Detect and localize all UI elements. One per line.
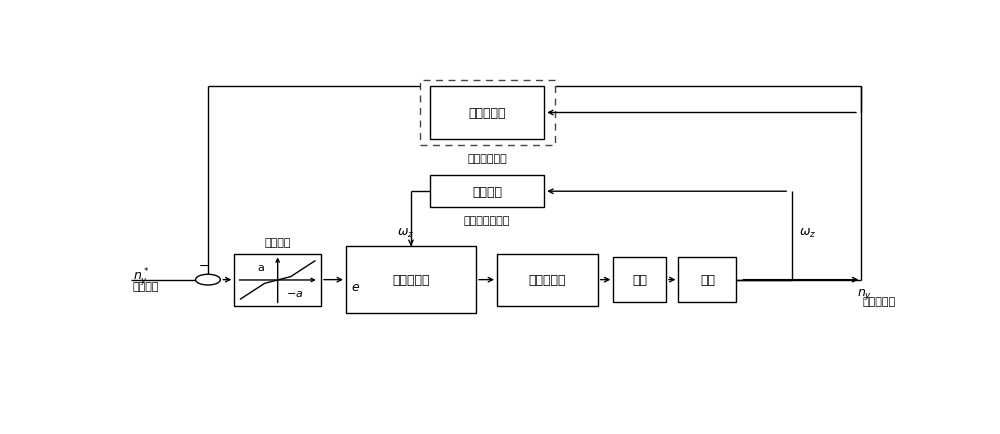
Text: 速率陀螺: 速率陀螺: [472, 185, 502, 198]
Bar: [497, 254, 598, 306]
Text: 线加速度计: 线加速度计: [468, 107, 506, 120]
Bar: [234, 254, 321, 307]
Text: $n_y$: $n_y$: [857, 286, 873, 301]
Bar: [430, 87, 544, 140]
Text: 舵机: 舵机: [632, 274, 647, 286]
Bar: [346, 247, 476, 313]
Circle shape: [196, 275, 220, 285]
Text: 前向饱和: 前向饱和: [264, 237, 291, 247]
Bar: [678, 258, 736, 303]
Text: 弹体系过载: 弹体系过载: [863, 297, 896, 307]
Text: $e$: $e$: [351, 280, 361, 293]
Bar: [420, 80, 555, 146]
Bar: [613, 258, 666, 303]
Bar: [430, 176, 544, 207]
Text: 角速度测量器件: 角速度测量器件: [464, 216, 510, 226]
Text: a: a: [257, 263, 264, 273]
Text: 过载指令: 过载指令: [133, 281, 159, 291]
Text: 弹体: 弹体: [700, 274, 715, 286]
Text: $\omega_z$: $\omega_z$: [397, 226, 414, 239]
Text: −: −: [199, 260, 209, 273]
Text: 控制律构造: 控制律构造: [529, 274, 566, 286]
Text: $\omega_z$: $\omega_z$: [799, 226, 816, 239]
Text: 滑模面构造: 滑模面构造: [392, 273, 430, 286]
Text: $n_y^*$: $n_y^*$: [133, 265, 149, 287]
Text: $-a$: $-a$: [286, 288, 303, 298]
Text: 过载测量器件: 过载测量器件: [467, 154, 507, 164]
